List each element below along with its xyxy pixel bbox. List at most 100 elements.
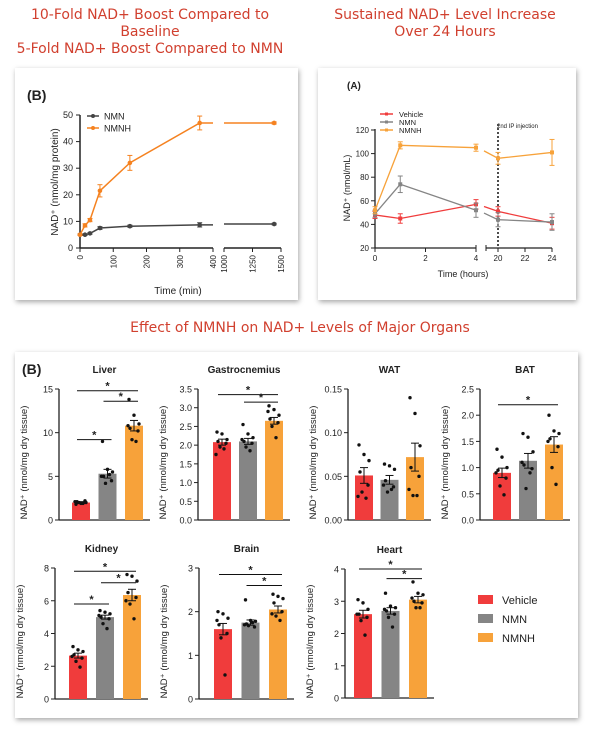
data-point-nmnh xyxy=(550,150,554,155)
y-axis-label: NAD⁺ (nmol/mg dry tissue) xyxy=(158,406,169,520)
card-time-course-min xyxy=(15,68,298,300)
y-tick-label: 2.0 xyxy=(179,441,192,451)
bar-nmnh xyxy=(409,599,427,698)
headline-middle: Effect of NMNH on NAD+ Levels of Major O… xyxy=(130,320,470,336)
significance-star: * xyxy=(89,594,94,606)
x-tick-label: 20 xyxy=(494,254,503,263)
y-tick-label: 0 xyxy=(44,695,49,705)
data-point xyxy=(266,409,270,414)
data-point xyxy=(216,439,220,444)
bar-nmn xyxy=(96,617,114,699)
y-axis-label: NAD⁺ (nmol/mg dry tissue) xyxy=(15,585,26,699)
data-point xyxy=(391,485,396,489)
data-point xyxy=(387,464,392,468)
y-tick-label: 1 xyxy=(188,651,193,661)
data-point xyxy=(276,594,280,599)
headline-right-line1: Sustained NAD+ Level Increase xyxy=(334,7,556,23)
data-point xyxy=(71,644,75,649)
data-point xyxy=(356,597,360,602)
data-point xyxy=(107,472,112,477)
significance-star: * xyxy=(92,430,97,442)
data-point xyxy=(359,618,363,623)
legend-marker xyxy=(91,114,95,118)
data-point xyxy=(214,452,218,457)
data-point xyxy=(280,609,284,614)
data-point xyxy=(134,439,138,444)
legend-marker xyxy=(385,120,388,124)
data-point xyxy=(99,474,104,479)
panel-label: (B) xyxy=(27,87,46,103)
significance-star: * xyxy=(248,565,253,577)
data-point xyxy=(137,422,141,426)
data-point xyxy=(524,486,528,491)
bar-vehicle xyxy=(69,655,87,699)
y-tick-label: 1.5 xyxy=(461,437,474,447)
significance-star: * xyxy=(259,392,264,404)
y-tick-label: 2.5 xyxy=(179,422,192,432)
data-point xyxy=(385,490,390,494)
y-tick-label: 100 xyxy=(356,150,370,159)
bar-nmnh xyxy=(406,457,424,520)
x-tick-label: 200 xyxy=(143,254,152,268)
data-point-nmnh xyxy=(197,120,202,126)
data-point xyxy=(366,483,370,487)
data-point xyxy=(76,648,80,652)
data-point xyxy=(107,617,111,621)
data-point xyxy=(366,607,370,612)
y-tick-label: 20 xyxy=(63,190,73,200)
data-point xyxy=(362,452,366,457)
bar-nmn xyxy=(519,460,537,520)
data-point xyxy=(550,465,554,470)
y-tick-label: 2 xyxy=(334,629,339,639)
data-point-nmnh xyxy=(496,156,500,161)
legend-marker xyxy=(385,128,388,132)
bar-vehicle xyxy=(354,614,372,698)
bar-nmnh xyxy=(123,595,141,699)
significance-star: * xyxy=(119,391,124,403)
data-point xyxy=(274,435,278,440)
data-point-nmn xyxy=(97,225,103,231)
bar-nmnh xyxy=(265,420,283,520)
series-line-nmnh xyxy=(79,122,213,236)
data-point xyxy=(367,458,371,463)
legend-marker xyxy=(385,112,388,116)
data-point xyxy=(74,659,78,664)
data-point xyxy=(215,430,219,434)
y-tick-label: 2 xyxy=(188,607,193,617)
data-point xyxy=(418,606,422,610)
data-point xyxy=(411,493,415,498)
y-tick-label: 20 xyxy=(360,244,369,253)
significance-star: * xyxy=(388,559,393,571)
data-point xyxy=(520,460,524,465)
data-point xyxy=(244,445,248,449)
data-point-vehicle xyxy=(398,216,403,221)
headline-right-line2: Over 24 Hours xyxy=(394,24,496,40)
data-point xyxy=(382,462,387,466)
data-point xyxy=(389,487,394,492)
y-axis-label: NAD⁺ (nmol/mg dry tissue) xyxy=(440,406,451,520)
x-tick-label: 24 xyxy=(548,254,557,263)
headline-right: Sustained NAD+ Level Increase Over 24 Ho… xyxy=(300,7,590,41)
panel-title: Liver xyxy=(93,365,117,376)
y-tick-label: 40 xyxy=(63,137,73,147)
y-tick-label: 0 xyxy=(68,243,73,253)
data-point xyxy=(100,439,105,444)
data-point xyxy=(125,572,129,577)
data-point xyxy=(498,484,502,488)
data-point xyxy=(494,471,498,475)
data-point xyxy=(356,494,360,499)
bar-vehicle xyxy=(214,629,232,699)
bar-vehicle xyxy=(213,442,231,520)
x-tick-label: 4 xyxy=(474,254,479,263)
data-point xyxy=(408,396,412,400)
data-point xyxy=(495,447,499,451)
y-tick-label: 10 xyxy=(63,216,73,226)
data-point xyxy=(126,590,130,595)
series-line-nmnh xyxy=(374,144,477,211)
y-tick-label: 0.00 xyxy=(324,516,342,526)
data-point xyxy=(216,609,220,614)
bar-nmnh xyxy=(269,609,287,699)
data-point xyxy=(83,499,87,503)
data-point xyxy=(225,631,229,636)
data-point xyxy=(528,471,532,475)
